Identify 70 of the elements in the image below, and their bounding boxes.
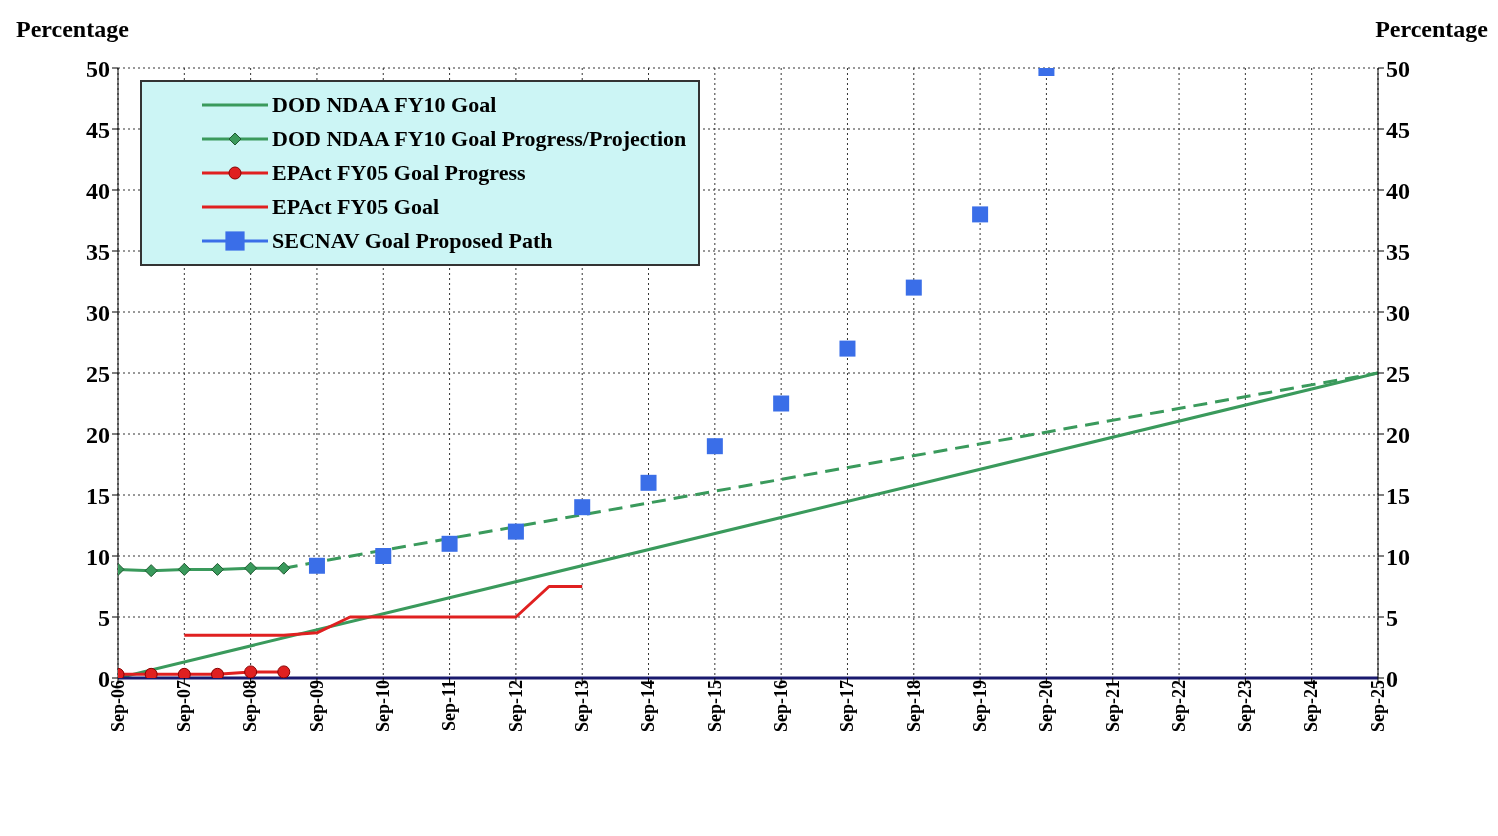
x-tick-label: Sep-10 <box>373 680 394 733</box>
y-tick-label: 50 <box>86 55 110 82</box>
y-tick-label: 45 <box>86 116 110 143</box>
point <box>375 548 392 564</box>
x-tick-label: Sep-13 <box>571 680 592 733</box>
point <box>972 206 989 223</box>
y-tick-label: 35 <box>86 238 110 265</box>
x-tick-label: Sep-09 <box>306 680 327 733</box>
x-tick-label: Sep-16 <box>770 680 791 733</box>
y2-tick-label: 40 <box>1386 177 1410 204</box>
x-tick-label: Sep-19 <box>969 680 990 733</box>
point <box>277 561 291 575</box>
x-tick-label: Sep-18 <box>903 680 924 733</box>
point <box>277 665 291 678</box>
point <box>210 562 224 576</box>
y2-axis-title: Percentage <box>1375 16 1488 43</box>
point <box>177 667 191 678</box>
y2-tick-label: 5 <box>1386 604 1398 631</box>
point <box>773 395 790 412</box>
y2-tick-label: 50 <box>1386 55 1410 82</box>
y-tick-label: 0 <box>98 665 110 692</box>
y2-tick-label: 45 <box>1386 116 1410 143</box>
y-tick-label: 10 <box>86 543 110 570</box>
y2-tick-label: 10 <box>1386 543 1410 570</box>
point <box>706 438 723 455</box>
y-tick-label: 40 <box>86 177 110 204</box>
y2-tick-label: 0 <box>1386 665 1398 692</box>
line-series <box>182 585 584 637</box>
y2-tick-label: 35 <box>1386 238 1410 265</box>
y-tick-label: 25 <box>86 360 110 387</box>
x-tick-label: Sep-15 <box>704 680 725 733</box>
y2-tick-label: 30 <box>1386 299 1410 326</box>
x-tick-label: Sep-25 <box>1367 680 1388 733</box>
point <box>441 535 458 552</box>
y-axis-title: Percentage <box>16 16 129 43</box>
legend-label: SECNAV Goal Proposed Path <box>272 228 553 254</box>
x-tick-label: Sep-17 <box>837 680 858 733</box>
legend-label: DOD NDAA FY10 Goal <box>272 92 497 118</box>
x-tick-label: Sep-20 <box>1036 680 1057 733</box>
y2-tick-label: 20 <box>1386 421 1410 448</box>
point <box>210 667 224 678</box>
point <box>640 474 657 491</box>
y-tick-label: 20 <box>86 421 110 448</box>
x-tick-label: Sep-14 <box>638 680 659 733</box>
x-tick-label: Sep-23 <box>1235 680 1256 733</box>
legend-label: EPAct FY05 Goal Progress <box>272 160 526 186</box>
x-tick-label: Sep-22 <box>1168 680 1189 733</box>
y-tick-label: 30 <box>86 299 110 326</box>
y-tick-label: 5 <box>98 604 110 631</box>
point <box>507 523 524 540</box>
y-tick-label: 15 <box>86 482 110 509</box>
x-tick-label: Sep-21 <box>1102 680 1123 733</box>
x-tick-label: Sep-07 <box>174 680 195 733</box>
point <box>177 562 191 576</box>
point <box>905 279 922 296</box>
point <box>574 499 591 516</box>
point <box>244 561 258 575</box>
x-tick-label: Sep-12 <box>505 680 526 733</box>
point <box>144 667 158 678</box>
legend-label: EPAct FY05 Goal <box>272 194 440 220</box>
point <box>308 557 325 574</box>
point <box>839 340 856 357</box>
point <box>244 665 258 678</box>
y2-tick-label: 25 <box>1386 360 1410 387</box>
y2-tick-label: 15 <box>1386 482 1410 509</box>
x-tick-label: Sep-24 <box>1301 680 1322 733</box>
legend-label: DOD NDAA FY10 Goal Progress/Projection <box>272 126 687 152</box>
x-tick-label: Sep-11 <box>439 680 460 732</box>
point <box>144 564 158 578</box>
x-tick-label: Sep-08 <box>240 680 261 733</box>
